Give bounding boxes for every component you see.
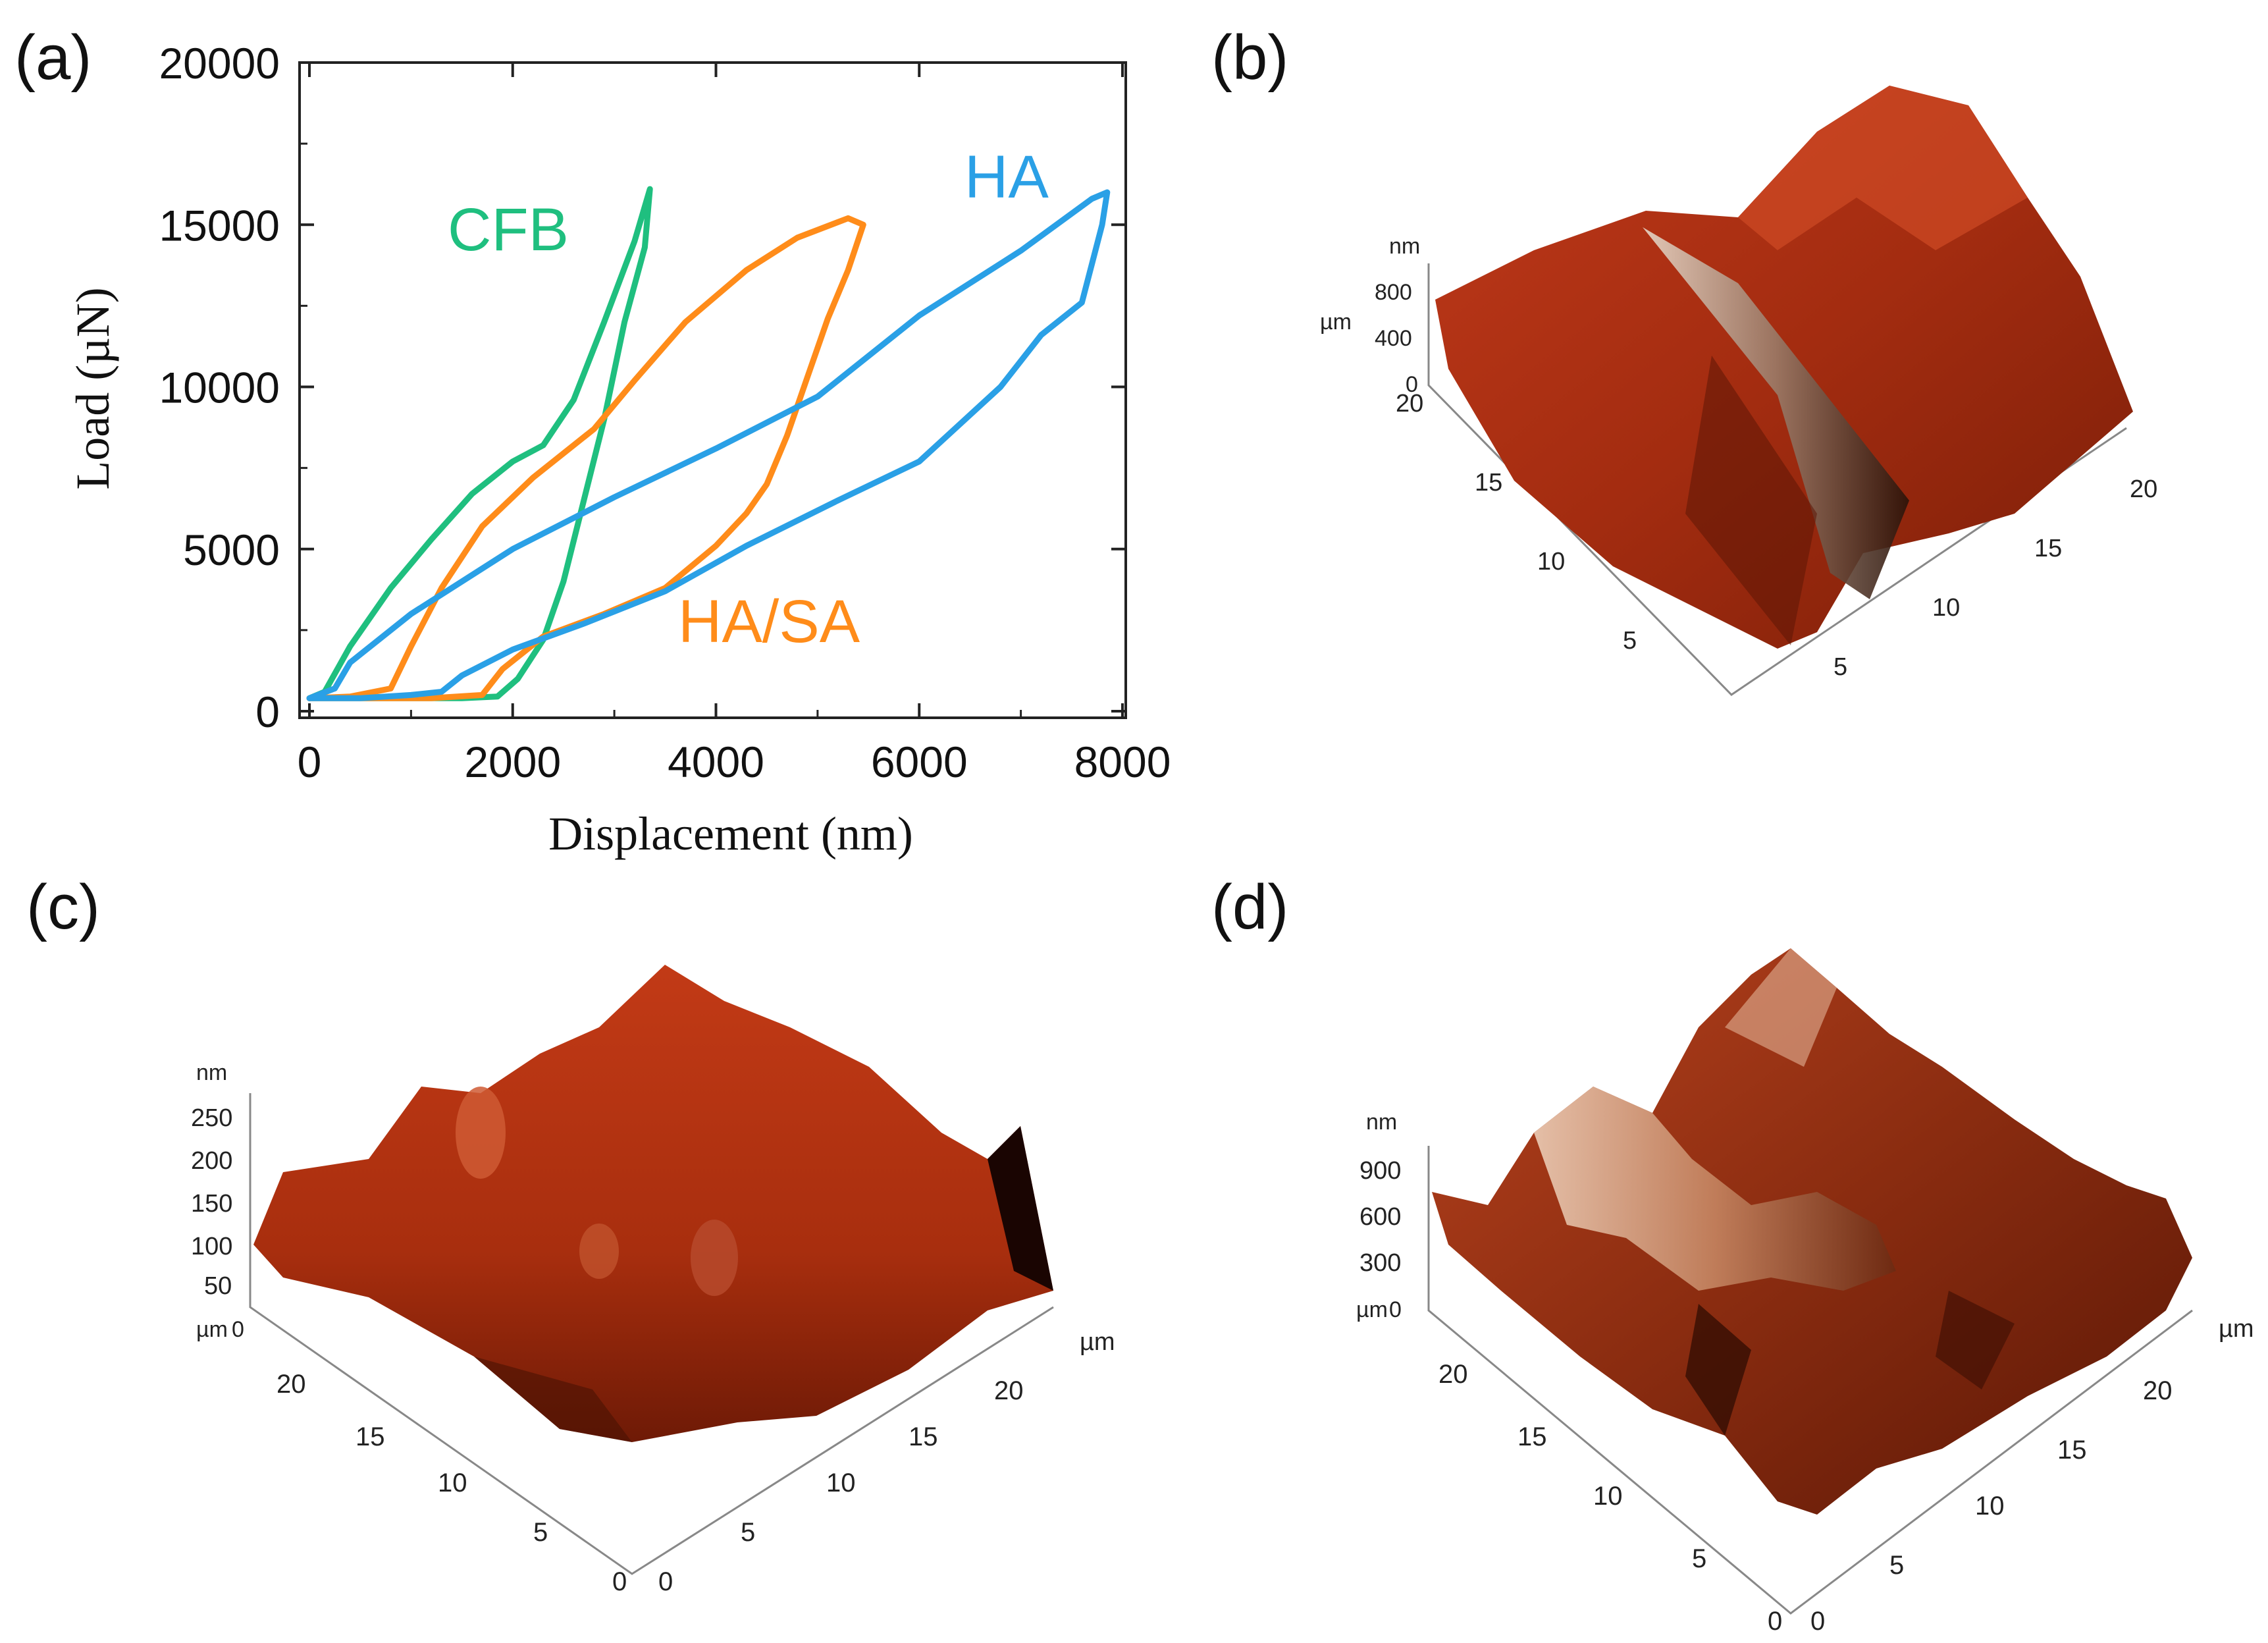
surface-c-bump	[579, 1224, 619, 1279]
x-tick-label: 6000	[871, 738, 968, 786]
x-tick-label: 2000	[464, 738, 561, 786]
surface-c-z-tick: 100	[191, 1233, 232, 1260]
surface-c-xy-unit: µm	[196, 1317, 228, 1342]
surface-d-z-unit: nm	[1366, 1110, 1397, 1135]
surface-b-z-tick: 0	[1406, 372, 1418, 397]
panel-label-c: (c)	[26, 872, 100, 942]
surface-d-xy-unit-right: µm	[2219, 1315, 2254, 1343]
surface-c-left-tick: 20	[277, 1370, 306, 1399]
surface-b-left-tick: 5	[1623, 627, 1637, 655]
y-tick-label: 5000	[183, 525, 280, 574]
surface-c-left-tick: 0	[612, 1567, 627, 1596]
surface-d-left-tick: 20	[1438, 1360, 1468, 1389]
surface-c-z-tick: 50	[204, 1272, 232, 1300]
surface-d-right-tick: 15	[2057, 1436, 2087, 1465]
panel-label-a: (a)	[14, 22, 92, 93]
x-tick-label: 4000	[668, 738, 764, 786]
surface-d-z-tick: 900	[1359, 1157, 1401, 1185]
surface-b-z-tick: 800	[1375, 280, 1412, 305]
series-line-ha	[306, 189, 1111, 701]
panel-d-surface: (d) nm 900 600 300 µm 0 20 15 10 5 0 0 5…	[1211, 872, 2254, 1636]
series-annotations: CFB HA HA/SA	[448, 144, 1049, 655]
series-lines	[306, 186, 1111, 701]
surface-c-right-tick: 20	[994, 1376, 1024, 1405]
surface-d-right-tick: 5	[1889, 1551, 1904, 1580]
surface-b-right-tick: 20	[2130, 475, 2157, 503]
surface-b-z-tick: 400	[1375, 326, 1412, 351]
surface-b-valley	[1685, 356, 1817, 645]
surface-c-bump	[456, 1087, 506, 1179]
surface-c-dark-flank	[988, 1126, 1053, 1291]
surface-d-highlight	[1534, 1087, 1896, 1291]
x-tick-label: 8000	[1074, 738, 1171, 786]
panel-a-chart: (a) 0 5000 10000 15000 20000 0 2000 4000 6000 80…	[14, 22, 1171, 860]
surface-c-bump	[691, 1220, 738, 1296]
surface-d-left-tick: 0	[1768, 1607, 1782, 1636]
surface-d-z-tick: 300	[1359, 1249, 1401, 1277]
panel-label-b: (b)	[1211, 22, 1288, 93]
panel-c-surface: (c) nm 250 200 150 100 50 µm 0 20 15 10 …	[26, 872, 1115, 1596]
surface-c-left-tick: 5	[533, 1518, 548, 1547]
y-tick-label: 15000	[159, 201, 280, 250]
surface-d-right-tick: 20	[2143, 1376, 2173, 1405]
surface-d-shadow	[1685, 1304, 1751, 1436]
surface-c-z-tick: 250	[191, 1104, 232, 1132]
surface-d-right-tick: 10	[1975, 1492, 2005, 1521]
surface-d-highlight	[1725, 948, 1837, 1067]
series-line-ha-sa	[306, 215, 866, 701]
surface-b-ridge	[1643, 227, 1909, 599]
surface-b-axes	[1427, 263, 2127, 696]
surface-c-terrain	[253, 965, 1053, 1442]
surface-c-z-tick: 0	[232, 1317, 244, 1342]
surface-d-z-tick: 0	[1389, 1297, 1402, 1322]
surface-c-left-tick: 10	[438, 1468, 467, 1497]
surface-d-left-tick: 10	[1593, 1482, 1623, 1511]
surface-c-right-tick: 10	[826, 1468, 856, 1497]
y-tick-label: 10000	[159, 364, 280, 412]
surface-b-right-tick: 15	[2034, 535, 2062, 562]
x-axis-label: Displacement (nm)	[548, 807, 913, 860]
surface-c-left-tick: 15	[356, 1422, 385, 1451]
panel-b-surface: (b) nm 800 400 0 µm 20 15 10 5 5 10 15 2…	[1211, 22, 2157, 696]
x-axis-ticks: 0 2000 4000 6000 8000	[298, 63, 1171, 786]
surface-c-xy-unit-right: µm	[1080, 1328, 1115, 1356]
surface-c-z-tick: 200	[191, 1147, 232, 1175]
y-axis-ticks: 0 5000 10000 15000 20000	[159, 39, 1126, 736]
series-line-cfb	[306, 186, 653, 701]
surface-d-shadow	[1936, 1291, 2015, 1389]
surface-b-left-tick: 15	[1475, 469, 1502, 497]
surface-d-xy-unit: µm	[1356, 1297, 1388, 1322]
surface-b-crest	[1738, 86, 2028, 250]
plot-frame	[298, 61, 1127, 719]
surface-d-left-tick: 5	[1692, 1544, 1706, 1573]
surface-d-z-tick: 600	[1359, 1203, 1401, 1231]
surface-b-z-unit: nm	[1389, 234, 1420, 259]
surface-c-shadow	[474, 1357, 632, 1442]
surface-c-axes	[249, 1093, 1054, 1575]
annotation-ha-sa: HA/SA	[678, 588, 860, 655]
surface-b-right-tick: 5	[1833, 653, 1847, 681]
surface-b-right-tick: 10	[1932, 594, 1960, 622]
panel-label-d: (d)	[1211, 872, 1288, 942]
y-tick-label: 0	[255, 687, 280, 736]
surface-c-right-tick: 15	[909, 1422, 938, 1451]
surface-c-right-tick: 5	[741, 1518, 755, 1547]
annotation-ha: HA	[964, 144, 1049, 211]
y-tick-label: 20000	[159, 39, 280, 88]
surface-c-z-unit: nm	[196, 1060, 227, 1085]
surface-b-xy-unit: µm	[1320, 310, 1352, 335]
surface-c-right-tick: 0	[658, 1567, 673, 1596]
surface-b-left-tick: 20	[1396, 390, 1423, 417]
annotation-cfb: CFB	[448, 196, 569, 263]
surface-b-left-tick: 10	[1537, 548, 1565, 576]
y-axis-label: Load (µN)	[66, 287, 119, 489]
surface-d-right-tick: 0	[1810, 1607, 1825, 1636]
surface-c-z-tick: 150	[191, 1190, 232, 1218]
x-tick-label: 0	[298, 738, 322, 786]
surface-d-axes	[1427, 1146, 2193, 1615]
surface-d-left-tick: 15	[1517, 1422, 1547, 1451]
